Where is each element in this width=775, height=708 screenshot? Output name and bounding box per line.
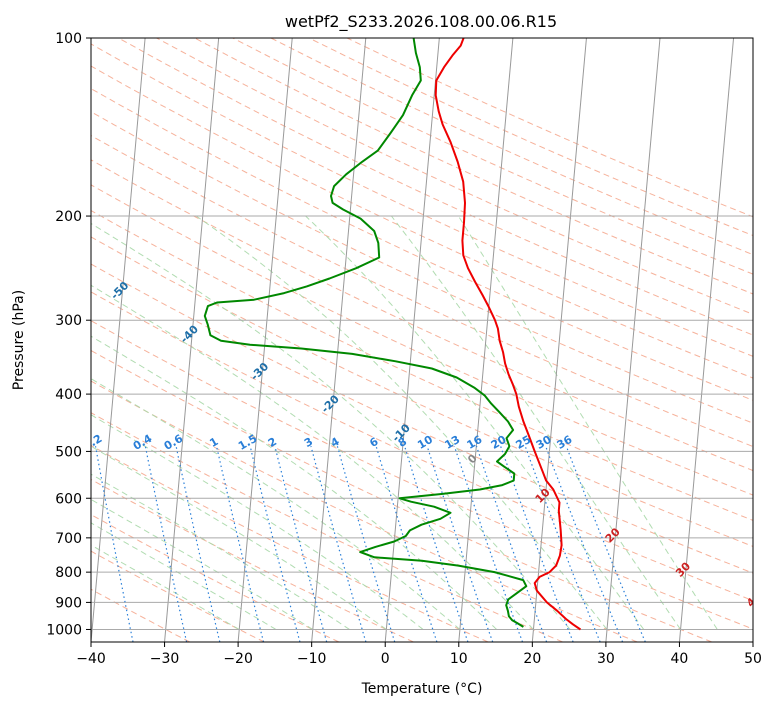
mixing-ratio-line: [375, 446, 438, 642]
mixing-ratio-line: [94, 446, 134, 642]
dry-adiabat: [91, 43, 753, 357]
x-tick-label: −10: [297, 651, 327, 667]
mixing-ratio-line: [144, 446, 188, 642]
mixing-ratio-line: [404, 446, 469, 642]
y-tick-label: 700: [55, 531, 82, 547]
x-tick-label: 40: [671, 651, 689, 667]
isotherm: [678, 38, 735, 642]
dry-adiabat: [91, 236, 753, 547]
mixing-ratio-line: [249, 446, 301, 642]
dry-adiabat: [91, 320, 753, 630]
mixing-ratio-line: [175, 446, 221, 642]
plot-frame: [90, 37, 754, 643]
dry-adiabat: [156, 38, 753, 315]
dry-adiabat: [91, 514, 340, 642]
isotherm: [531, 38, 587, 642]
y-tick-label: 900: [55, 595, 82, 611]
moist-adiabat: [91, 284, 534, 630]
y-tick-label: 500: [55, 444, 82, 460]
y-axis-label: Pressure (hPa): [11, 290, 27, 390]
moist-adiabat: [391, 215, 682, 630]
x-axis: −40 −30 −20 −10 0 10 20 30 40 50: [76, 642, 762, 667]
dry-adiabat: [91, 444, 489, 642]
x-tick-label: 20: [523, 651, 541, 667]
temperature-line: [434, 38, 582, 631]
x-tick-label: −20: [223, 651, 253, 667]
mixing-ratio-line: [215, 446, 265, 642]
y-tick-label: 400: [55, 387, 82, 403]
y-tick-label: 800: [55, 565, 82, 581]
profile-lines: [203, 38, 582, 631]
background-lines: [91, 38, 753, 642]
isotherm: [311, 38, 367, 642]
dry-adiabat: [91, 184, 753, 496]
isotherm: [164, 38, 220, 642]
isotherm: [458, 38, 514, 642]
y-tick-label: 600: [55, 491, 82, 507]
dry-adiabat: [91, 412, 563, 642]
dry-adiabat-label: 40: [744, 590, 764, 610]
x-axis-label: Temperature (°C): [361, 681, 483, 697]
isotherm: [237, 38, 293, 642]
x-tick-label: 0: [381, 651, 390, 667]
moist-adiabat: [91, 378, 461, 630]
isotherm: [91, 38, 146, 642]
dry-adiabat: [91, 65, 753, 379]
y-tick-label: 100: [55, 31, 82, 47]
mixing-ratio-line: [336, 446, 396, 642]
x-tick-label: 10: [450, 651, 468, 667]
dry-adiabat: [91, 550, 265, 642]
dry-adiabat: [91, 134, 753, 448]
x-tick-label: 30: [597, 651, 615, 667]
x-tick-label: −30: [150, 651, 180, 667]
y-axis: 100 200 300 400 500 600 700 800 900 1000: [46, 31, 91, 638]
dry-adiabat: [91, 263, 753, 574]
y-tick-label: 1000: [46, 622, 82, 638]
x-tick-label: 50: [744, 651, 762, 667]
mixing-ratio-line: [565, 445, 646, 642]
chart-title: wetPf2_S233.2026.108.00.06.R15: [285, 12, 557, 32]
mixing-ratio-line: [524, 445, 601, 642]
y-tick-label: 300: [55, 313, 82, 329]
y-tick-label: 200: [55, 209, 82, 225]
dewpoint-line: [203, 38, 528, 628]
dry-adiabat: [194, 38, 753, 295]
isotherm: [605, 38, 661, 642]
dry-adiabat: [91, 349, 712, 642]
dry-adiabat: [91, 209, 753, 521]
mixing-ratio-line: [545, 445, 624, 642]
moist-adiabat: [91, 498, 314, 630]
x-tick-label: −40: [76, 651, 106, 667]
